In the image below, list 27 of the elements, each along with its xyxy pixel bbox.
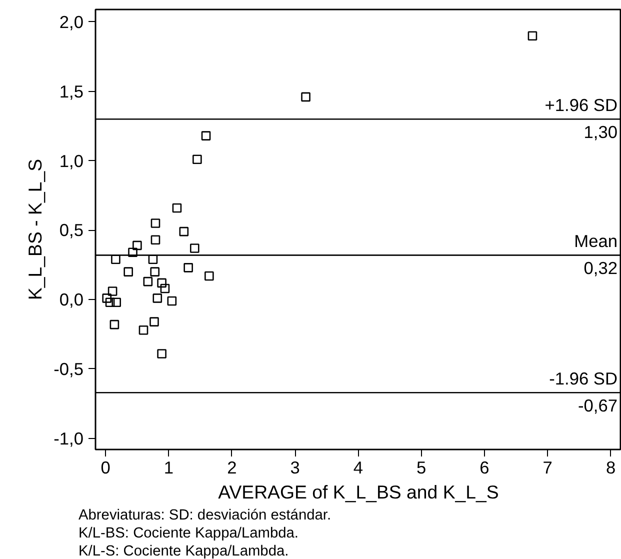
x-tick-label: 1: [164, 458, 174, 478]
annotation: -0,67: [578, 396, 618, 416]
y-axis-title: K_L_BS - K_L_S: [24, 158, 46, 300]
y-tick-label: -0,5: [54, 358, 84, 379]
y-tick-label: -1,0: [54, 428, 84, 448]
x-tick-label: 4: [353, 458, 364, 478]
text: Abreviaturas: SD: desviación estándar.: [78, 508, 332, 524]
text: K/L-BS: Cociente Kappa/Lambda.: [78, 526, 298, 542]
annotation: 0,32: [584, 258, 618, 278]
y-tick-label: 0,5: [59, 220, 84, 240]
x-tick-label: 5: [416, 458, 426, 478]
annotation: 1,30: [584, 122, 618, 142]
x-tick-label: 7: [542, 458, 552, 478]
y-tick-label: 1,5: [59, 81, 84, 102]
y-tick-label: 2,0: [59, 12, 84, 32]
x-tick-label: 8: [606, 458, 616, 478]
y-tick-label: 0,0: [59, 290, 84, 310]
x-tick-label: 3: [290, 458, 300, 478]
x-tick-label: 6: [480, 458, 490, 478]
x-axis-title: AVERAGE of K_L_BS and K_L_S: [218, 482, 499, 502]
ref-line-label: -1.96 SD: [549, 368, 618, 389]
y-tick-label: 1,0: [59, 150, 84, 171]
x-tick-label: 0: [100, 458, 110, 478]
text: K/L-S: Cociente Kappa/Lambda.: [78, 544, 289, 559]
ref-line-label: Mean: [574, 231, 618, 252]
ref-line-label: +1.96 SD: [544, 95, 618, 116]
x-tick-label: 2: [227, 458, 237, 478]
